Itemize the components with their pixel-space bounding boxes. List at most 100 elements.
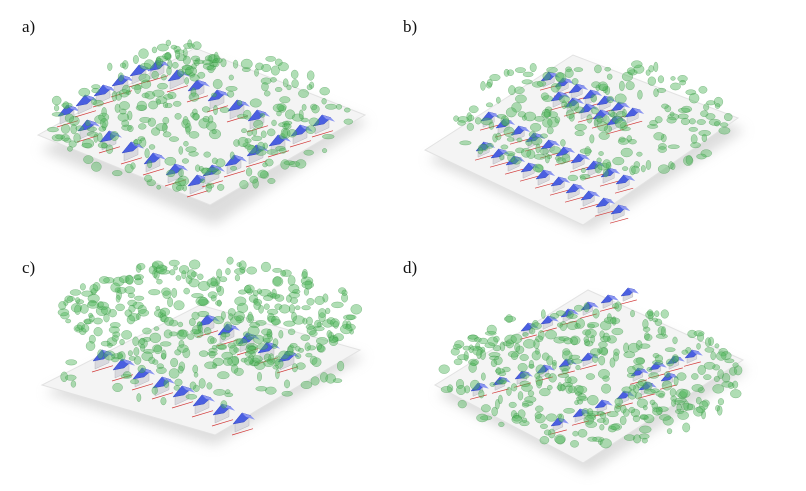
tree (169, 269, 176, 276)
tree (122, 84, 131, 95)
tree (634, 392, 642, 400)
tree (61, 102, 73, 108)
tree (192, 41, 202, 50)
tree (453, 115, 459, 122)
tree (541, 352, 550, 361)
tree (535, 375, 543, 386)
tree (235, 338, 248, 347)
tree (521, 417, 528, 423)
tree (563, 337, 573, 345)
tree (318, 312, 326, 323)
tree (332, 378, 343, 383)
tree (486, 78, 493, 88)
tree (521, 147, 532, 158)
tree (74, 304, 81, 315)
tree (598, 341, 608, 348)
tree (688, 92, 700, 104)
tree (627, 365, 636, 375)
tree (485, 102, 494, 108)
tree (152, 89, 165, 97)
tree (710, 351, 717, 361)
tree (669, 111, 675, 117)
tree (619, 415, 627, 426)
tree (603, 115, 610, 124)
tree (655, 333, 668, 339)
tree (172, 100, 182, 107)
tree (253, 119, 264, 129)
tree (514, 342, 521, 353)
tree (575, 396, 589, 402)
tree (127, 110, 133, 121)
tree (251, 355, 263, 363)
tree (643, 388, 656, 395)
tree (599, 411, 607, 419)
tree (656, 406, 663, 415)
tree (281, 390, 293, 397)
tree (115, 91, 123, 101)
tree (79, 283, 86, 291)
tree (70, 303, 83, 313)
tree (110, 282, 121, 293)
tree (639, 414, 648, 420)
tree (580, 167, 586, 174)
tree (619, 80, 625, 92)
tree (590, 94, 597, 103)
tree (124, 163, 134, 174)
tree (161, 349, 167, 360)
tree (555, 72, 567, 83)
tree (481, 372, 486, 381)
tree (717, 369, 724, 379)
tree (595, 84, 601, 91)
building (186, 79, 210, 103)
tree (693, 406, 704, 417)
tree (168, 331, 179, 337)
building (142, 152, 166, 176)
tree (233, 347, 240, 353)
tree (142, 327, 152, 335)
tree (86, 301, 100, 309)
tree (188, 151, 199, 157)
tree (272, 276, 284, 287)
tree (198, 118, 210, 129)
building (594, 197, 616, 217)
tree (287, 275, 296, 286)
tree (233, 367, 244, 376)
tree (257, 371, 262, 382)
tree (713, 96, 724, 107)
tree (152, 344, 163, 353)
building (683, 349, 703, 367)
tree (294, 305, 301, 311)
tree (468, 105, 479, 114)
tree (237, 136, 249, 148)
tree (535, 405, 544, 413)
building (245, 144, 269, 168)
tree (521, 383, 533, 392)
tree (723, 113, 733, 122)
tree (457, 400, 467, 409)
tree (67, 295, 75, 302)
tree (685, 155, 693, 165)
tree (207, 291, 218, 299)
tree (198, 296, 209, 307)
tree (275, 368, 280, 380)
tree (721, 381, 734, 388)
building (211, 403, 235, 427)
tree (64, 374, 77, 381)
tree (225, 389, 231, 395)
tree (665, 358, 675, 367)
panel-label-b: b) (403, 17, 418, 36)
tree (479, 415, 493, 421)
tree (207, 335, 215, 345)
tree (118, 89, 130, 98)
tree (508, 85, 516, 96)
tree (677, 75, 688, 83)
tree (164, 156, 177, 166)
tree (156, 278, 163, 285)
tree (290, 297, 299, 304)
tree (524, 396, 537, 403)
tree (128, 304, 136, 313)
tree (212, 363, 218, 369)
tree (486, 324, 497, 335)
tree (687, 329, 697, 339)
tree (685, 347, 692, 354)
